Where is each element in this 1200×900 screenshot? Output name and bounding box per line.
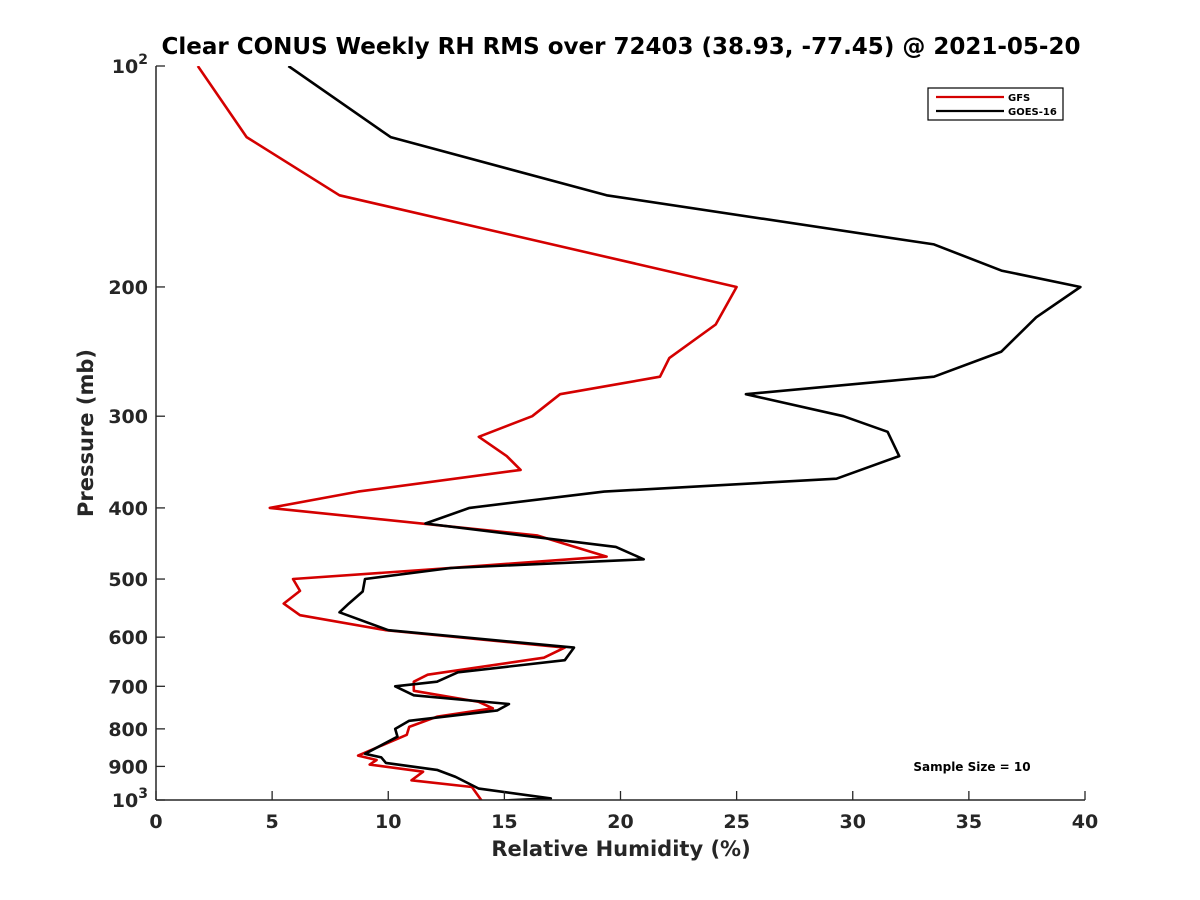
legend-box xyxy=(927,87,1064,121)
y-tick-label: 900 xyxy=(108,756,148,778)
y-tick-label: 800 xyxy=(108,719,148,741)
x-axis-ticks: 0 5 10 15 20 25 30 35 40 xyxy=(149,791,1098,833)
legend-label-goes16: GOES-16 xyxy=(1008,107,1057,118)
x-tick-label: 5 xyxy=(266,811,279,833)
x-tick-label: 25 xyxy=(723,811,749,833)
sample-size-annotation: Sample Size = 10 xyxy=(913,760,1030,774)
x-tick-label: 0 xyxy=(149,811,162,833)
y-tick-label: 600 xyxy=(108,627,148,649)
y-tick-label: 102 xyxy=(112,52,148,78)
x-tick-label: 30 xyxy=(840,811,866,833)
chart-title: Clear CONUS Weekly RH RMS over 72403 (38… xyxy=(162,34,1081,60)
y-axis-label: Pressure (mb) xyxy=(74,349,98,517)
series-group xyxy=(196,66,1082,800)
series-line-goes-16 xyxy=(287,66,1082,800)
y-tick-label: 300 xyxy=(108,406,148,428)
x-tick-label: 15 xyxy=(491,811,517,833)
x-tick-label: 40 xyxy=(1072,811,1098,833)
x-tick-label: 20 xyxy=(607,811,633,833)
x-axis-label: Relative Humidity (%) xyxy=(491,837,750,861)
x-tick-label: 10 xyxy=(375,811,401,833)
y-tick-label: 700 xyxy=(108,676,148,698)
x-tick-label: 35 xyxy=(956,811,982,833)
legend: GFS GOES-16 xyxy=(927,87,1064,121)
plot-area xyxy=(156,66,1085,800)
y-tick-label: 400 xyxy=(108,498,148,520)
legend-label-gfs: GFS xyxy=(1008,93,1030,104)
y-axis-ticks: 102 200 300 400 500 600 700 800 900 103 xyxy=(108,52,165,812)
y-tick-label: 200 xyxy=(108,277,148,299)
y-tick-label: 500 xyxy=(108,569,148,591)
y-tick-label: 103 xyxy=(112,786,148,812)
